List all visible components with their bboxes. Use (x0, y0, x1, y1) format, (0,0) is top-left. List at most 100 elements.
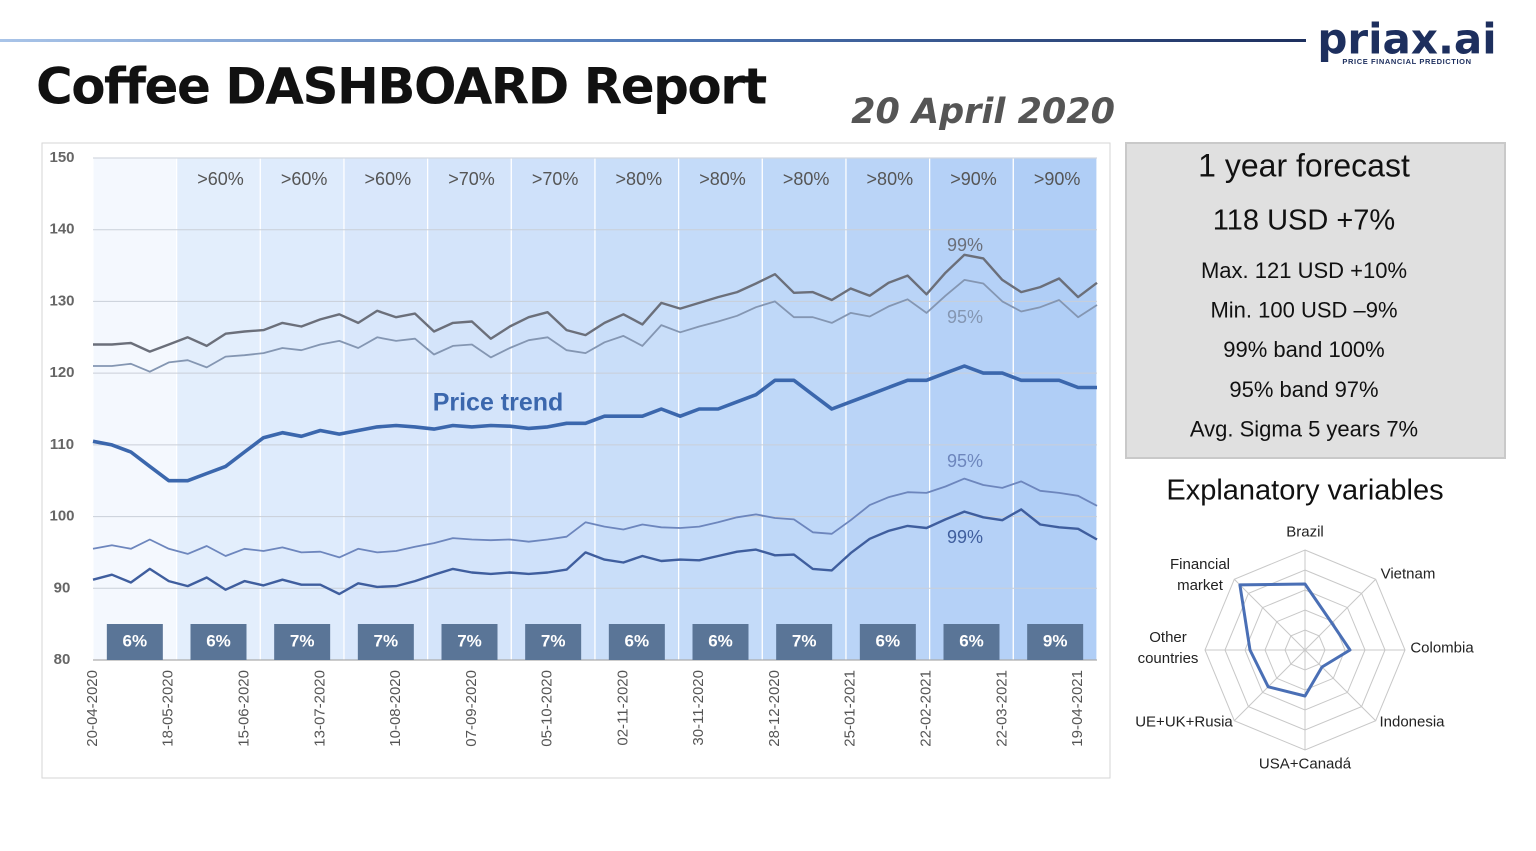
x-tick-label: 20-04-2020 (84, 670, 101, 747)
radar-spoke (1233, 649, 1306, 722)
forecast-line: 99% band 100% (1223, 337, 1384, 362)
sigma-label: 6% (625, 631, 650, 650)
sigma-box (692, 624, 749, 660)
radar-axis-label: Brazil (1286, 523, 1324, 541)
y-tick-label: 90 (54, 579, 71, 596)
band-probability: >90% (1034, 169, 1081, 189)
radar-axis-label: Other countries (1137, 629, 1199, 667)
sigma-label: 7% (541, 631, 566, 650)
series-label: 95% (947, 307, 983, 327)
sigma-label: 7% (457, 631, 482, 650)
band-probability: >70% (448, 169, 495, 189)
x-tick-label: 02-11-2020 (614, 670, 631, 746)
series-line (92, 364, 1097, 483)
band-probability: >60% (197, 169, 244, 189)
probability-band (92, 157, 178, 661)
forecast-title: 1 year forecast (1198, 147, 1410, 183)
header-rule (0, 39, 1306, 42)
radar-axis-label: Indonesia (1379, 713, 1445, 731)
x-tick-label: 13-07-2020 (311, 670, 328, 747)
logo: priax.ai (1317, 15, 1496, 64)
radar-axis-label: Colombia (1410, 639, 1474, 657)
forecast-box (1125, 142, 1506, 459)
x-tick-label: 22-02-2021 (917, 670, 934, 747)
y-tick-label: 140 (49, 221, 74, 238)
radar-axis-label: UE+UK+Rusia (1135, 713, 1233, 731)
y-tick-label: 80 (54, 651, 71, 668)
series-label: Price trend (433, 389, 564, 417)
probability-band (343, 157, 429, 661)
probability-band (1012, 157, 1098, 661)
sigma-label: 7% (792, 631, 817, 650)
y-tick-label: 120 (49, 364, 74, 381)
sigma-box (106, 624, 163, 660)
price-chart: 80 90 100 110 120 130 140 150 6% >60% 6% >60% 7% >60%… (49, 149, 1098, 747)
logo-tagline: PRICE FINANCIAL PREDICTION (1342, 57, 1471, 66)
sigma-box (274, 624, 331, 660)
sigma-box (943, 624, 1000, 660)
forecast-line: Min. 100 USD –9% (1210, 298, 1397, 323)
probability-band (929, 157, 1014, 661)
sigma-label: 6% (206, 631, 231, 650)
radar-spoke (1304, 649, 1377, 722)
sigma-box (1027, 624, 1084, 660)
x-tick-label: 25-01-2021 (842, 670, 859, 747)
x-tick-label: 28-12-2020 (766, 670, 783, 747)
band-probability: >60% (365, 169, 412, 189)
radar-spoke (1233, 578, 1306, 651)
sigma-label: 6% (123, 631, 148, 650)
series-label: 99% (947, 235, 983, 255)
sigma-box (190, 624, 247, 660)
band-probability: >60% (281, 169, 328, 189)
series-label: 99% (947, 527, 983, 547)
sigma-box (608, 624, 665, 660)
series-line (92, 508, 1098, 596)
y-tick-label: 130 (49, 292, 74, 309)
series-line (93, 279, 1098, 373)
band-probability: >80% (699, 169, 746, 189)
radar-chart (1204, 549, 1406, 751)
x-tick-label: 22-03-2021 (993, 670, 1010, 747)
radar-title: Explanatory variables (1166, 475, 1443, 507)
sigma-label: 9% (1043, 631, 1068, 650)
forecast-headline: 118 USD +7% (1213, 205, 1395, 237)
forecast-lines: Max. 121 USD +10% Min. 100 USD –9% 99% ban… (1190, 258, 1418, 442)
sigma-box (859, 624, 916, 660)
band-probability: >80% (783, 169, 830, 189)
probability-band (259, 157, 345, 661)
report-date: 20 April 2020 (851, 92, 1115, 132)
radar-area (1238, 582, 1352, 698)
y-tick-label: 100 (49, 508, 74, 525)
forecast-line: Max. 121 USD +10% (1201, 258, 1407, 283)
x-tick-label: 07-09-2020 (463, 670, 480, 747)
band-probability: >80% (616, 169, 663, 189)
sigma-label: 7% (374, 631, 399, 650)
x-tick-label: 10-08-2020 (387, 670, 404, 747)
sigma-box (776, 624, 833, 660)
band-probability: >80% (867, 169, 914, 189)
x-tick-label: 15-06-2020 (236, 670, 253, 747)
radar-spoke (1304, 578, 1377, 651)
forecast-line: 95% band 97% (1229, 377, 1378, 402)
sigma-label: 6% (959, 631, 984, 650)
sigma-box (525, 624, 582, 660)
x-tick-label: 19-04-2021 (1069, 670, 1086, 747)
sigma-label: 6% (876, 631, 901, 650)
y-tick-label: 110 (50, 436, 74, 453)
band-probability: >70% (532, 169, 579, 189)
x-tick-label: 18-05-2020 (160, 670, 177, 747)
radar-axis-label: Vietnam (1380, 565, 1436, 583)
y-tick-label: 150 (49, 149, 74, 166)
series-line (92, 477, 1098, 559)
radar-axis-label: Financial market (1169, 556, 1231, 594)
series-label: 95% (947, 451, 983, 471)
sigma-box (357, 624, 414, 660)
sigma-label: 7% (290, 631, 315, 650)
x-tick-label: 05-10-2020 (539, 670, 556, 747)
radar-axis-label: USA+Canadá (1258, 755, 1352, 773)
forecast-line: Avg. Sigma 5 years 7% (1190, 417, 1418, 442)
band-probability: >90% (950, 169, 997, 189)
x-tick-label: 30-11-2020 (690, 670, 707, 746)
